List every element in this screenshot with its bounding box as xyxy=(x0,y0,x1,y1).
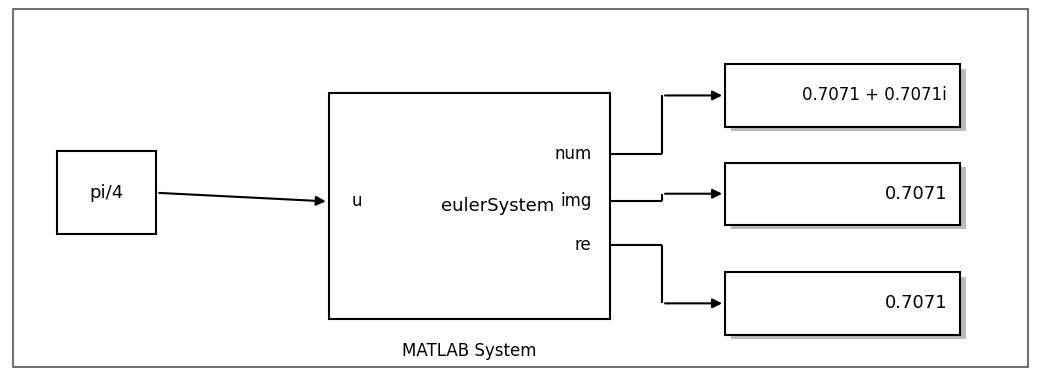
Bar xyxy=(329,93,610,319)
Text: eulerSystem: eulerSystem xyxy=(441,197,554,215)
Text: re: re xyxy=(575,235,591,254)
Bar xyxy=(731,277,966,339)
Text: 0.7071 + 0.7071i: 0.7071 + 0.7071i xyxy=(802,87,947,104)
Bar xyxy=(725,272,960,335)
Text: u: u xyxy=(351,192,362,211)
Bar xyxy=(725,163,960,225)
Bar xyxy=(725,64,960,127)
Bar xyxy=(731,167,966,229)
Text: 0.7071: 0.7071 xyxy=(884,294,947,312)
Bar xyxy=(57,151,156,234)
Text: img: img xyxy=(560,192,591,211)
Bar xyxy=(731,69,966,131)
Text: pi/4: pi/4 xyxy=(90,184,124,202)
Text: num: num xyxy=(554,145,591,163)
Text: MATLAB System: MATLAB System xyxy=(403,342,536,360)
Text: 0.7071: 0.7071 xyxy=(884,185,947,203)
